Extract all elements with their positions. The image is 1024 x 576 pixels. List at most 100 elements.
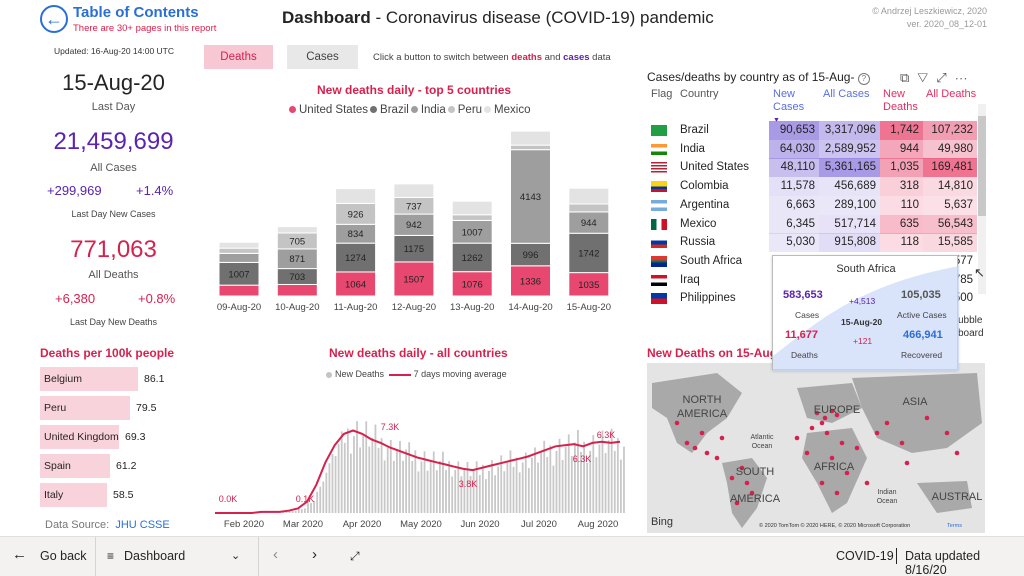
legend-item[interactable]: India — [410, 104, 446, 116]
death-marker[interactable] — [844, 470, 850, 476]
table-row[interactable]: India 64,030 2,589,952 944 49,980 — [647, 139, 980, 159]
page-selector[interactable]: Dashboard — [124, 549, 186, 563]
death-marker[interactable] — [839, 440, 845, 446]
legend-item[interactable]: Mexico — [484, 104, 530, 116]
table-row[interactable]: Mexico 6,345 517,714 635 56,543 — [647, 214, 980, 234]
death-marker[interactable] — [794, 435, 800, 441]
cell-new-deaths: 1,035 — [880, 158, 923, 178]
table-row[interactable]: United States 48,110 5,361,165 1,035 169,481 — [647, 158, 980, 178]
legend-item[interactable]: United States — [289, 104, 368, 116]
death-marker[interactable] — [804, 450, 810, 456]
legend-item[interactable]: Peru — [447, 104, 482, 116]
col-header-all-deaths[interactable]: All Deaths — [926, 88, 977, 100]
collapse-icon[interactable]: ⤢ — [350, 549, 360, 563]
go-back-button[interactable]: Go back — [40, 549, 87, 563]
previous-page-icon[interactable]: ‹ — [273, 546, 278, 563]
bar-segment[interactable] — [335, 242, 377, 273]
death-marker[interactable] — [829, 455, 835, 461]
death-marker[interactable] — [874, 430, 880, 436]
bar-segment[interactable] — [335, 271, 377, 297]
death-marker[interactable] — [834, 490, 840, 496]
death-marker[interactable] — [819, 420, 825, 426]
bar-segment[interactable] — [393, 261, 435, 297]
filter-icon[interactable]: ▽ — [917, 70, 937, 85]
death-marker[interactable] — [744, 480, 750, 486]
table-row[interactable]: South Africa 577 — [647, 252, 980, 271]
bar-segment[interactable] — [218, 241, 260, 249]
death-marker[interactable] — [944, 430, 950, 436]
death-marker[interactable] — [749, 490, 755, 496]
death-marker[interactable] — [819, 480, 825, 486]
bar-segment[interactable] — [451, 242, 493, 273]
bar-segment[interactable] — [218, 247, 260, 254]
death-marker[interactable] — [899, 440, 905, 446]
page-list-icon[interactable]: ≡ — [107, 549, 115, 563]
death-marker[interactable] — [704, 450, 710, 456]
bar-segment[interactable] — [393, 183, 435, 198]
daily-deaths-bar — [359, 447, 362, 513]
col-header-new-deaths[interactable]: New Deaths — [883, 88, 918, 113]
help-icon[interactable]: ? — [857, 73, 870, 85]
bar-segment[interactable] — [218, 252, 260, 263]
bar-segment[interactable] — [510, 149, 551, 244]
back-arrow-icon[interactable]: ← — [40, 5, 68, 33]
death-marker[interactable] — [829, 408, 835, 414]
death-marker[interactable] — [814, 410, 820, 416]
bar-segment[interactable] — [568, 203, 610, 213]
map-terms-link[interactable]: Terms — [947, 523, 962, 529]
focus-mode-icon[interactable]: ⤢ — [936, 70, 955, 85]
death-marker[interactable] — [834, 412, 840, 418]
death-marker[interactable] — [739, 465, 745, 471]
deaths-button[interactable]: Deaths — [204, 45, 273, 69]
bar-segment[interactable] — [451, 214, 493, 221]
death-marker[interactable] — [822, 415, 828, 421]
death-marker[interactable] — [699, 430, 705, 436]
col-header-all-cases[interactable]: All Cases — [823, 88, 870, 100]
chevron-down-icon[interactable]: ⌄ — [231, 550, 241, 562]
death-marker[interactable] — [904, 460, 910, 466]
death-marker[interactable] — [884, 420, 890, 426]
col-header-flag[interactable]: Flag — [651, 88, 673, 100]
death-marker[interactable] — [729, 475, 735, 481]
bar-segment[interactable] — [510, 265, 551, 297]
death-marker[interactable] — [714, 455, 720, 461]
table-row[interactable]: Russia 5,030 915,808 118 15,585 — [647, 233, 980, 253]
table-scrollbar[interactable] — [978, 104, 986, 294]
death-marker[interactable] — [924, 415, 930, 421]
death-marker[interactable] — [824, 430, 830, 436]
go-back-arrow-icon[interactable]: ← — [12, 546, 27, 563]
col-header-new-cases[interactable]: New Cases▼ — [773, 88, 813, 127]
table-scrollbar-thumb[interactable] — [978, 116, 986, 216]
table-of-contents-link[interactable]: Table of Contents — [73, 4, 199, 21]
col-header-country[interactable]: Country — [680, 88, 719, 100]
bar-segment[interactable] — [218, 284, 260, 297]
bar-segment[interactable] — [393, 234, 435, 263]
data-source-link[interactable]: JHU CSSE — [115, 519, 170, 531]
bar-segment[interactable] — [451, 200, 493, 216]
moving-average-line[interactable] — [215, 429, 621, 514]
bar-segment[interactable] — [276, 226, 318, 234]
copy-icon[interactable]: ⧉ — [900, 70, 918, 85]
table-row[interactable]: Argentina 6,663 289,100 110 5,637 — [647, 195, 980, 215]
death-marker[interactable] — [954, 450, 960, 456]
death-marker[interactable] — [684, 440, 690, 446]
legend-item[interactable]: Brazil — [370, 104, 409, 116]
death-marker[interactable] — [734, 500, 740, 506]
death-marker[interactable] — [719, 435, 725, 441]
bar-segment[interactable] — [276, 283, 318, 297]
death-marker[interactable] — [854, 445, 860, 451]
table-row[interactable]: Brazil 90,653 3,317,096 1,742 107,232 — [647, 121, 980, 140]
next-page-icon[interactable]: › — [312, 546, 317, 563]
world-map[interactable]: NORTH AMERICA EUROPE ASIA AFRICA SOUTH AMERICA… — [647, 363, 985, 533]
death-marker[interactable] — [809, 425, 815, 431]
table-row[interactable]: Colombia 11,578 456,689 318 14,810 — [647, 177, 980, 197]
more-options-icon[interactable]: ⋯ — [954, 70, 976, 85]
death-marker[interactable] — [864, 480, 870, 486]
death-marker[interactable] — [674, 420, 680, 426]
bar-segment[interactable] — [510, 130, 551, 146]
death-marker[interactable] — [692, 445, 698, 451]
bar-segment[interactable] — [335, 188, 377, 204]
bar-segment[interactable] — [568, 187, 610, 205]
cases-button[interactable]: Cases — [287, 45, 358, 69]
bar-segment[interactable] — [510, 144, 551, 151]
